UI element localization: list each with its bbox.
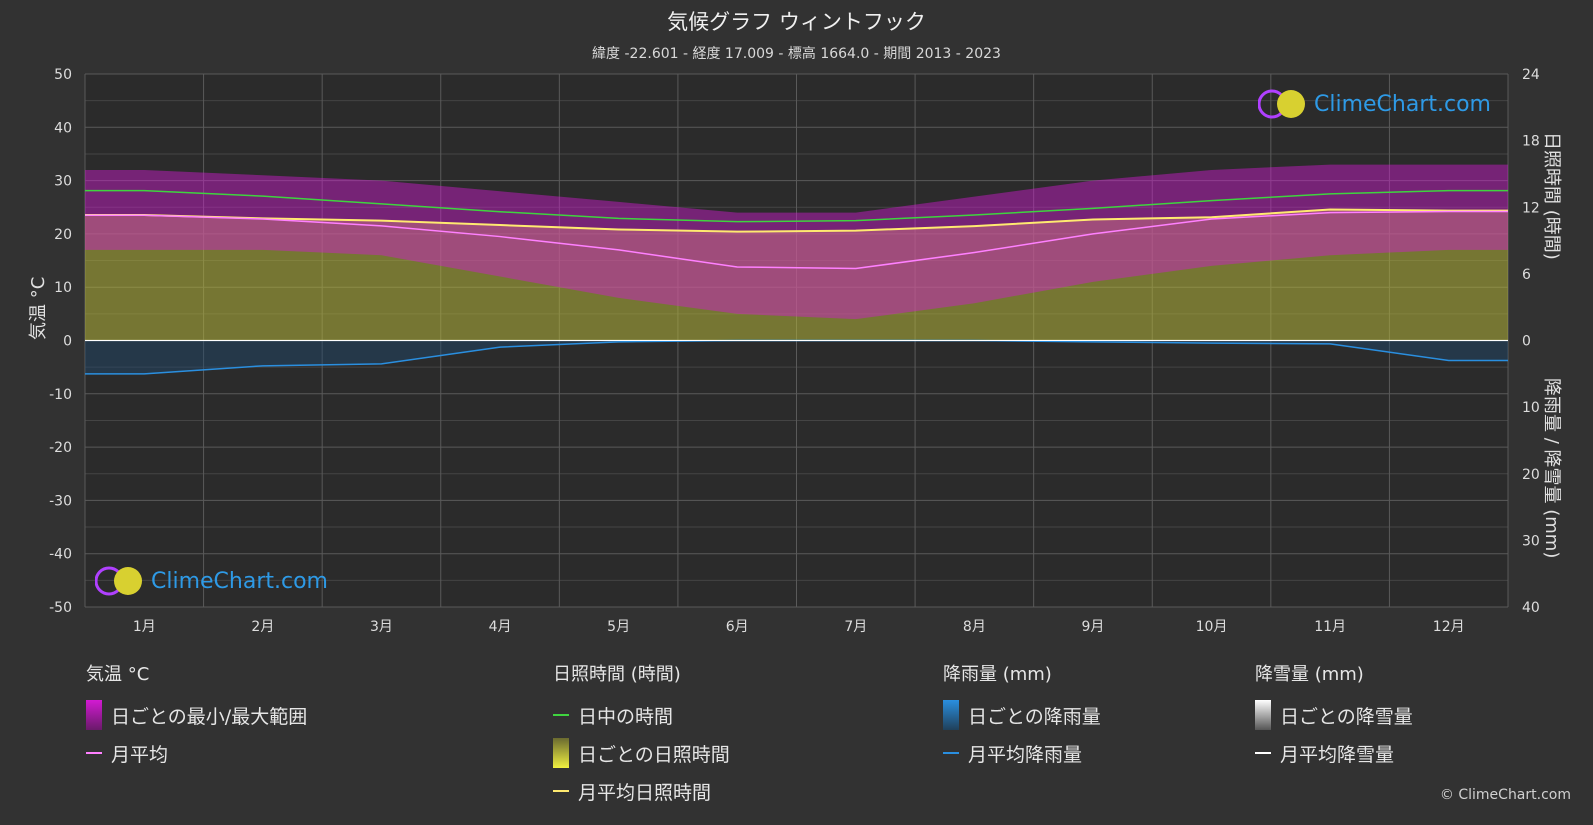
right-top-tick-label: 24: [1522, 67, 1540, 83]
month-tick-label: 1月: [133, 619, 156, 635]
chart-subtitle: 緯度 -22.601 - 経度 17.009 - 標高 1664.0 - 期間 …: [592, 46, 1001, 62]
logo-icon: [1258, 89, 1305, 119]
right-top-axis-label: 日照時間 (時間): [1541, 132, 1562, 260]
legend-sunshine: 日照時間 (時間) 日中の時間 日ごとの日照時間 月平均日照時間: [553, 660, 730, 810]
right-top-tick-label: 6: [1522, 267, 1531, 283]
left-tick-label: 40: [54, 120, 72, 136]
right-bottom-tick-label: 40: [1522, 600, 1540, 616]
legend-label: 日ごとの最小/最大範囲: [111, 705, 308, 728]
legend-heading: 降雨量 (mm): [943, 664, 1052, 685]
legend-label: 日ごとの降雨量: [968, 705, 1101, 728]
right-top-tick-label: 18: [1522, 134, 1540, 150]
left-tick-label: 10: [54, 280, 72, 296]
left-tick-label: 30: [54, 174, 72, 190]
legend-item-daylight: 日中の時間: [553, 696, 730, 734]
right-bottom-tick-label: 10: [1522, 400, 1540, 416]
month-tick-label: 2月: [251, 619, 274, 635]
temp-range-swatch: [86, 700, 102, 730]
legend-label: 日ごとの日照時間: [578, 743, 730, 766]
right-bottom-tick-label: 30: [1522, 533, 1540, 549]
sunshine-daily-swatch: [553, 738, 569, 768]
legend-rain: 降雨量 (mm) 日ごとの降雨量 月平均降雨量: [943, 660, 1101, 772]
snow-daily-swatch: [1255, 700, 1271, 730]
legend-item-snow-mean: 月平均降雪量: [1255, 734, 1413, 772]
legend-label: 月平均降雪量: [1280, 743, 1395, 766]
month-tick-label: 11月: [1314, 619, 1346, 635]
chart-title: 気候グラフ ウィントフック: [667, 10, 926, 34]
left-tick-label: 20: [54, 227, 72, 243]
legend-item-snow-daily: 日ごとの降雪量: [1255, 696, 1413, 734]
month-tick-label: 12月: [1433, 619, 1465, 635]
sunshine-mean-swatch: [553, 790, 569, 792]
logo-text: ClimeChart.com: [151, 568, 328, 594]
left-tick-label: -20: [49, 440, 72, 456]
month-tick-label: 8月: [963, 619, 986, 635]
month-tick-label: 10月: [1196, 619, 1228, 635]
sunshine-area: [85, 209, 1508, 341]
legend-label: 月平均日照時間: [578, 781, 712, 804]
left-tick-label: -10: [49, 387, 72, 403]
logo-text: ClimeChart.com: [1314, 91, 1491, 117]
right-bottom-axis-label: 降雨量 / 降雪量 (mm): [1541, 378, 1562, 559]
legend-heading: 降雪量 (mm): [1255, 664, 1364, 685]
snow-mean-swatch: [1255, 752, 1271, 754]
legend-label: 月平均降雨量: [968, 743, 1083, 766]
tick-labels: 50 40 30 20 10 0 -10 -20 -30 -40 -50 24 18 12 6 0 10 20 30…: [49, 67, 1540, 635]
copyright: © ClimeChart.com: [1439, 787, 1571, 803]
data-marks: [85, 164, 1508, 375]
temp-range-band: [85, 164, 1508, 320]
legend-snow: 降雪量 (mm) 日ごとの降雪量 月平均降雪量: [1255, 660, 1413, 772]
legend-item-temp-mean: 月平均: [86, 734, 307, 772]
left-tick-label: -30: [49, 493, 72, 509]
legend-label: 日ごとの降雪量: [1280, 705, 1413, 728]
month-tick-label: 4月: [489, 619, 512, 635]
rain-area: [85, 340, 1508, 374]
month-tick-label: 9月: [1081, 619, 1104, 635]
temp-mean-swatch: [86, 752, 102, 754]
legend-heading: 気温 °C: [86, 664, 150, 685]
left-tick-label: 50: [54, 67, 72, 83]
rain-daily-swatch: [943, 700, 959, 730]
month-tick-label: 6月: [726, 619, 749, 635]
sunshine-mean-line: [85, 208, 1508, 233]
month-tick-label: 3月: [370, 619, 393, 635]
legend-item-rain-daily: 日ごとの降雨量: [943, 696, 1101, 734]
month-tick-label: 5月: [607, 619, 630, 635]
right-top-tick-label: 0: [1522, 334, 1531, 350]
left-tick-label: -40: [49, 547, 72, 563]
logo-top[interactable]: ClimeChart.com: [1258, 87, 1491, 121]
left-tick-label: 0: [63, 334, 72, 350]
logo-bottom[interactable]: ClimeChart.com: [95, 564, 328, 598]
legend-label: 日中の時間: [578, 705, 674, 728]
legend-temperature: 気温 °C 日ごとの最小/最大範囲 月平均: [86, 660, 307, 772]
legend-item-sunshine-daily: 日ごとの日照時間: [553, 734, 730, 772]
legend-item-sunshine-mean: 月平均日照時間: [553, 772, 730, 810]
legend-heading: 日照時間 (時間): [553, 664, 681, 685]
left-axis-label: 気温 °C: [28, 276, 49, 340]
left-tick-label: -50: [49, 600, 72, 616]
right-bottom-tick-label: 20: [1522, 467, 1540, 483]
daylight-swatch: [553, 714, 569, 716]
logo-icon: [95, 566, 142, 596]
daylight-line: [85, 189, 1508, 223]
legend-label: 月平均: [111, 743, 169, 766]
temp-mean-line: [85, 210, 1508, 270]
legend-item-rain-mean: 月平均降雨量: [943, 734, 1101, 772]
rain-mean-swatch: [943, 752, 959, 754]
right-top-tick-label: 12: [1522, 200, 1540, 216]
month-tick-label: 7月: [844, 619, 867, 635]
legend-item-temp-range: 日ごとの最小/最大範囲: [86, 696, 307, 734]
